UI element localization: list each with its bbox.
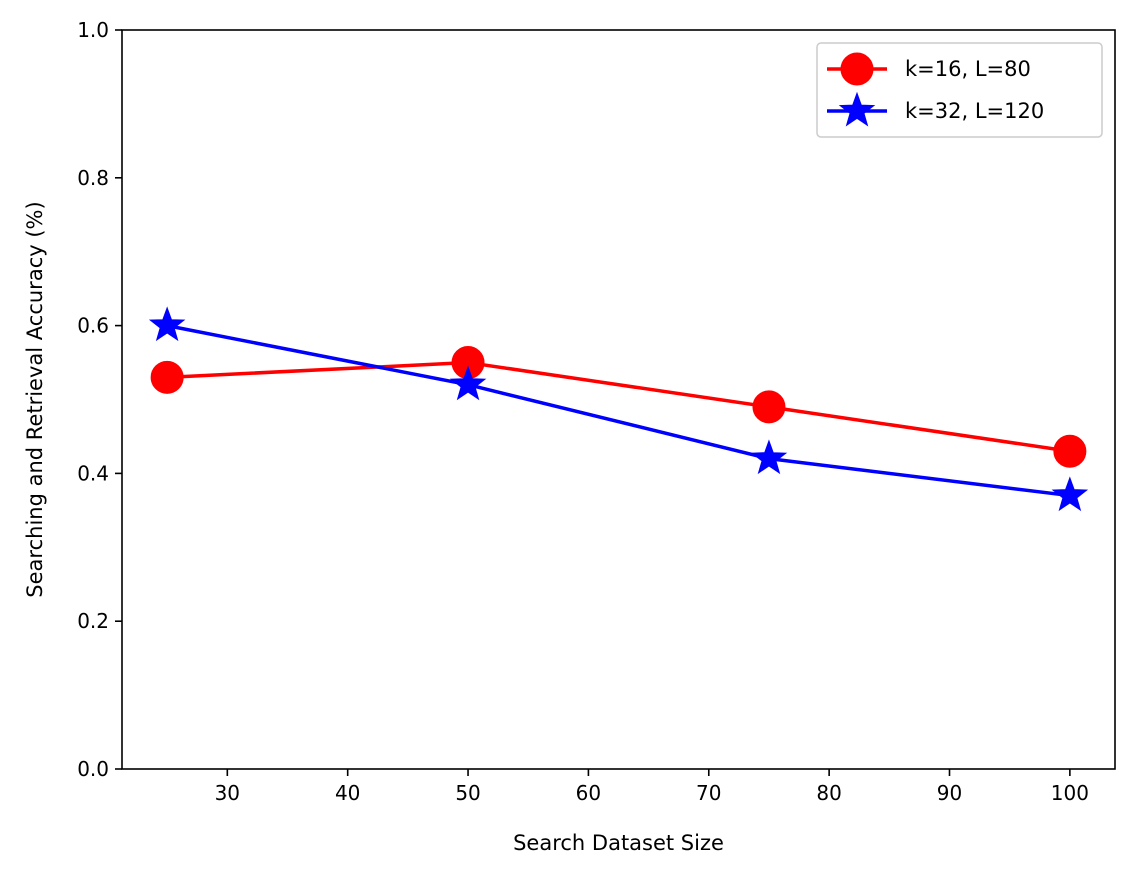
x-tick-label: 70 [696,781,721,805]
data-point [150,360,184,394]
y-tick-label: 0.2 [77,609,109,633]
data-point [1053,434,1087,468]
x-axis-label: Search Dataset Size [513,831,724,855]
legend-label: k=16, L=80 [905,57,1031,81]
legend-marker [838,91,876,127]
plot-area [121,29,1116,770]
data-point [750,439,788,475]
legend-box [816,42,1103,138]
y-tick-label: 1.0 [77,18,109,42]
legend: k=16, L=80 k=32, L=120 [816,42,1103,138]
legend-item: k=16, L=80 [827,52,1031,86]
y-tick-label: 0.8 [77,166,109,190]
x-tick-label: 50 [455,781,480,805]
y-tick-label: 0.4 [77,461,109,485]
data-point [752,390,786,424]
x-tick-label: 100 [1051,781,1089,805]
axes-frame [121,29,1116,770]
x-axis: 30 40 50 60 70 80 90 100 [215,769,1089,805]
legend-item: k=32, L=120 [827,91,1044,127]
series-line [166,323,1071,498]
legend-label: k=32, L=120 [905,99,1044,123]
series-1 [150,346,1087,468]
x-tick-label: 40 [335,781,360,805]
legend-marker [840,52,874,86]
data-point [1051,476,1089,512]
y-axis-label: Searching and Retrieval Accuracy (%) [23,201,47,597]
x-tick-label: 30 [215,781,240,805]
x-tick-label: 90 [937,781,962,805]
y-axis: 0.0 0.2 0.4 0.6 0.8 1.0 [77,18,122,781]
data-point [148,306,186,342]
y-tick-label: 0.6 [77,314,109,338]
series-2 [148,306,1089,512]
x-tick-label: 60 [576,781,601,805]
x-tick-label: 80 [816,781,841,805]
data-point [449,365,487,401]
series-line [167,360,1071,453]
y-tick-label: 0.0 [77,757,109,781]
